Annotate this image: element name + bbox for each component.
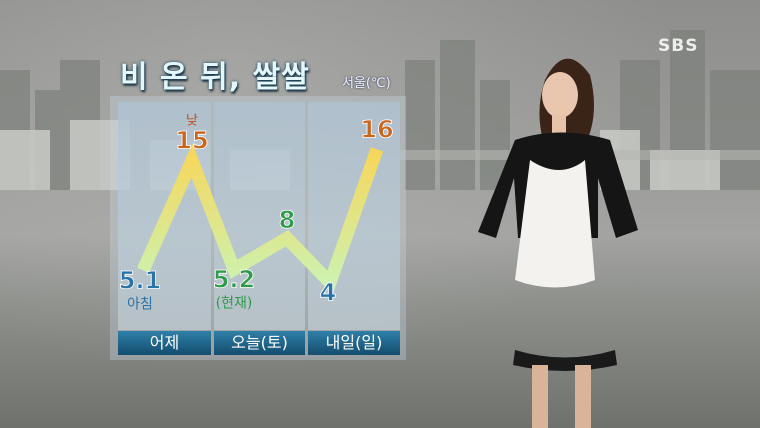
sbs-logo: SBS	[658, 36, 699, 56]
day-label-yesterday: 어제	[118, 331, 211, 355]
column-today	[214, 102, 305, 330]
data-label: 5.2	[213, 265, 256, 293]
point-note: 아침	[127, 296, 153, 312]
data-label: 15	[175, 127, 208, 155]
day-label-tomorrow: 내일(일)	[308, 331, 400, 355]
unit-label: 서울(℃)	[342, 76, 391, 91]
point-note: 낮	[186, 114, 198, 129]
data-label: 5.1	[119, 266, 162, 294]
data-label: 8	[279, 206, 296, 234]
data-label: 16	[360, 115, 393, 143]
point-note: (현재)	[216, 295, 253, 311]
forecast-title: 비 온 뒤, 쌀쌀	[120, 60, 310, 95]
temperature-line	[137, 143, 384, 295]
day-label-today: 오늘(토)	[214, 331, 305, 355]
data-label: 4	[320, 279, 337, 307]
